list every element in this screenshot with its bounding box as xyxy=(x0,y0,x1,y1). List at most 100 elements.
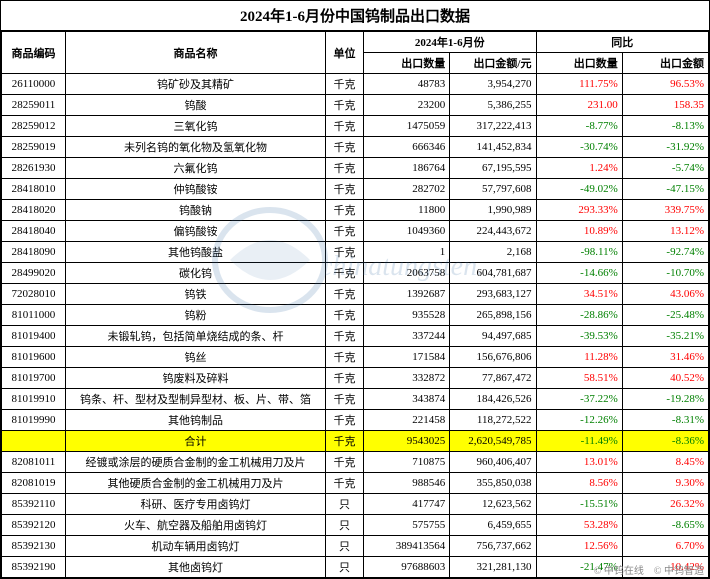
cell: -10.70% xyxy=(622,263,708,284)
header-period-group: 2024年1-6月份 xyxy=(364,32,537,53)
cell: 72028010 xyxy=(2,284,66,305)
cell: 1475059 xyxy=(364,116,450,137)
table-header: 商品编码 商品名称 单位 2024年1-6月份 同比 出口数量 出口金额/元 出… xyxy=(2,32,709,74)
cell: 282702 xyxy=(364,179,450,200)
table-row: 82081011经镀或涂层的硬质合金制的金工机械用刀及片千克710875960,… xyxy=(2,452,709,473)
cell: -49.02% xyxy=(536,179,622,200)
cell: -35.21% xyxy=(622,326,708,347)
table-row: 28418020钨酸钠千克118001,990,989293.33%339.75… xyxy=(2,200,709,221)
cell: 2,620,549,785 xyxy=(450,431,536,452)
cell: 389413564 xyxy=(364,536,450,557)
cell: 只 xyxy=(326,557,364,578)
table-row: 81019600钨丝千克171584156,676,80611.28%31.46… xyxy=(2,347,709,368)
cell: 417747 xyxy=(364,494,450,515)
cell: 960,406,407 xyxy=(450,452,536,473)
cell: 77,867,472 xyxy=(450,368,536,389)
cell: 28261930 xyxy=(2,158,66,179)
header-code: 商品编码 xyxy=(2,32,66,74)
cell: 265,898,156 xyxy=(450,305,536,326)
cell: 82081011 xyxy=(2,452,66,473)
cell: 9543025 xyxy=(364,431,450,452)
cell: 343874 xyxy=(364,389,450,410)
table-row: 81019910钨条、杆、型材及型制异型材、板、片、带、箔千克343874184… xyxy=(2,389,709,410)
cell: 28418020 xyxy=(2,200,66,221)
cell: 其他硬质合金制的金工机械用刀及片 xyxy=(66,473,326,494)
cell: 千克 xyxy=(326,452,364,473)
cell: -39.53% xyxy=(536,326,622,347)
cell: 48783 xyxy=(364,74,450,95)
cell: 67,195,595 xyxy=(450,158,536,179)
cell: 经镀或涂层的硬质合金制的金工机械用刀及片 xyxy=(66,452,326,473)
data-table: 商品编码 商品名称 单位 2024年1-6月份 同比 出口数量 出口金额/元 出… xyxy=(1,31,709,578)
cell: 158.35 xyxy=(622,95,708,116)
cell: 钨粉 xyxy=(66,305,326,326)
cell: 935528 xyxy=(364,305,450,326)
footer-left: © 中钨在线 xyxy=(594,566,644,577)
cell: 1392687 xyxy=(364,284,450,305)
cell: 28418010 xyxy=(2,179,66,200)
cell: 碳化钨 xyxy=(66,263,326,284)
table-row: 28259012三氧化钨千克1475059317,222,413-8.77%-8… xyxy=(2,116,709,137)
cell: 钨条、杆、型材及型制异型材、板、片、带、箔 xyxy=(66,389,326,410)
cell: -12.26% xyxy=(536,410,622,431)
cell: 604,781,687 xyxy=(450,263,536,284)
cell: 11.28% xyxy=(536,347,622,368)
table-row: 85392110科研、医疗专用卤钨灯只41774712,623,562-15.5… xyxy=(2,494,709,515)
cell: 千克 xyxy=(326,431,364,452)
cell: 666346 xyxy=(364,137,450,158)
cell: 81019910 xyxy=(2,389,66,410)
header-yoy-group: 同比 xyxy=(536,32,709,53)
cell: 118,272,522 xyxy=(450,410,536,431)
cell: 1 xyxy=(364,242,450,263)
cell: 5,386,255 xyxy=(450,95,536,116)
cell: 111.75% xyxy=(536,74,622,95)
cell: 3,954,270 xyxy=(450,74,536,95)
cell: 千克 xyxy=(326,116,364,137)
cell xyxy=(2,431,66,452)
cell: -30.74% xyxy=(536,137,622,158)
cell: 科研、医疗专用卤钨灯 xyxy=(66,494,326,515)
cell: -8.65% xyxy=(622,515,708,536)
table-body: 26110000钨矿砂及其精矿千克487833,954,270111.75%96… xyxy=(2,74,709,578)
cell: 偏钨酸铵 xyxy=(66,221,326,242)
cell: 28259019 xyxy=(2,137,66,158)
cell: 321,281,130 xyxy=(450,557,536,578)
cell: 千克 xyxy=(326,284,364,305)
cell: 81019600 xyxy=(2,347,66,368)
cell: 只 xyxy=(326,536,364,557)
cell: 85392120 xyxy=(2,515,66,536)
cell: 千克 xyxy=(326,74,364,95)
cell: -28.86% xyxy=(536,305,622,326)
cell: 53.28% xyxy=(536,515,622,536)
cell: 13.01% xyxy=(536,452,622,473)
cell: -8.36% xyxy=(622,431,708,452)
cell: 221458 xyxy=(364,410,450,431)
cell: 94,497,685 xyxy=(450,326,536,347)
table-row: 82081019其他硬质合金制的金工机械用刀及片千克988546355,850,… xyxy=(2,473,709,494)
cell: 千克 xyxy=(326,221,364,242)
cell: 只 xyxy=(326,515,364,536)
cell: 97688603 xyxy=(364,557,450,578)
table-row: 26110000钨矿砂及其精矿千克487833,954,270111.75%96… xyxy=(2,74,709,95)
cell: 337244 xyxy=(364,326,450,347)
cell: 其他钨酸盐 xyxy=(66,242,326,263)
cell: 11800 xyxy=(364,200,450,221)
cell: 28418090 xyxy=(2,242,66,263)
cell: 43.06% xyxy=(622,284,708,305)
table-row: 81019700钨废料及碎料千克33287277,867,47258.51%40… xyxy=(2,368,709,389)
cell: -14.66% xyxy=(536,263,622,284)
cell: 28418040 xyxy=(2,221,66,242)
cell: 26110000 xyxy=(2,74,66,95)
cell: 317,222,413 xyxy=(450,116,536,137)
cell: 28259012 xyxy=(2,116,66,137)
cell: 千克 xyxy=(326,179,364,200)
cell: 千克 xyxy=(326,305,364,326)
cell: 28499020 xyxy=(2,263,66,284)
cell: 合计 xyxy=(66,431,326,452)
cell: 156,676,806 xyxy=(450,347,536,368)
cell: -92.74% xyxy=(622,242,708,263)
table-row: 合计千克95430252,620,549,785-11.49%-8.36% xyxy=(2,431,709,452)
cell: 其他钨制品 xyxy=(66,410,326,431)
cell: 千克 xyxy=(326,137,364,158)
cell: 23200 xyxy=(364,95,450,116)
